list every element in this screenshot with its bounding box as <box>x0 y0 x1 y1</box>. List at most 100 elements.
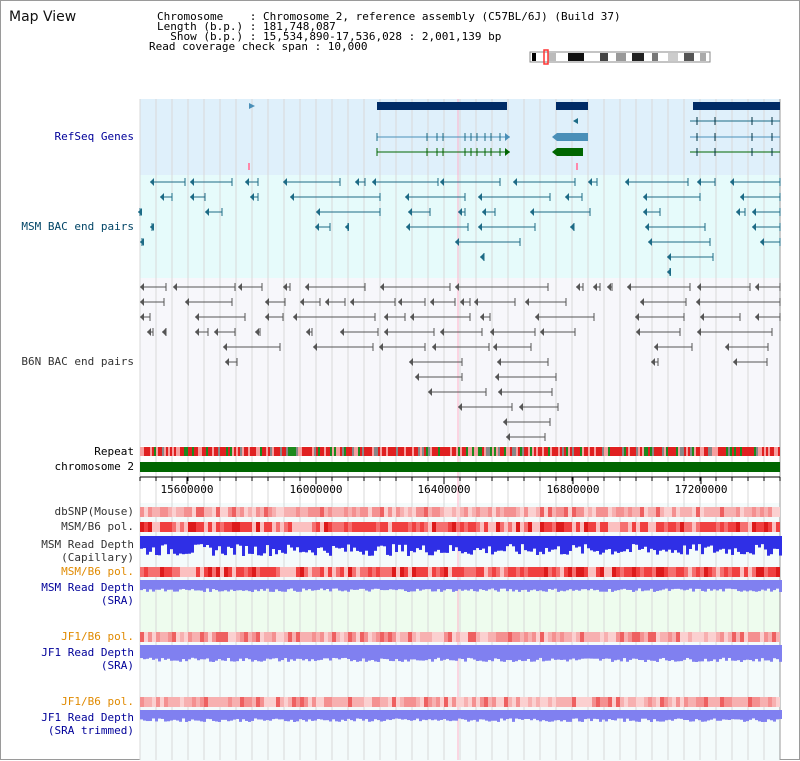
depth-bar <box>404 536 407 545</box>
track-label-chromosome[interactable]: chromosome 2 <box>54 460 134 473</box>
heat-cell <box>668 567 672 577</box>
gene-block <box>693 102 780 110</box>
depth-bar <box>479 710 482 720</box>
heat-cell <box>240 567 244 577</box>
heat-cell <box>748 697 752 707</box>
repeat-segment <box>406 447 408 456</box>
heat-cell <box>176 697 180 707</box>
depth-bar <box>410 645 413 660</box>
track-label-msm-depth-sra[interactable]: MSM Read Depth (SRA) <box>41 581 134 607</box>
depth-bar <box>662 536 665 550</box>
depth-bar <box>404 645 407 660</box>
heat-cell <box>316 632 320 642</box>
depth-bar <box>506 710 509 720</box>
heat-cell <box>196 507 200 517</box>
depth-bar <box>743 580 746 591</box>
bac-end-marker <box>576 283 580 291</box>
heat-cell <box>572 697 576 707</box>
track-label-dbsnp[interactable]: dbSNP(Mouse) <box>54 505 134 518</box>
heat-cell <box>548 567 552 577</box>
heat-cell <box>736 507 740 517</box>
repeat-segment <box>314 447 316 456</box>
heat-cell <box>156 507 160 517</box>
repeat-segment <box>228 447 230 456</box>
depth-bar <box>668 580 671 591</box>
depth-bar <box>374 645 377 662</box>
heat-cell <box>288 632 292 642</box>
heat-cell <box>424 697 428 707</box>
repeat-segment <box>350 447 352 456</box>
repeat-segment <box>674 447 676 456</box>
heat-cell <box>396 697 400 707</box>
heat-cell <box>576 632 580 642</box>
depth-bar <box>491 580 494 589</box>
heat-cell <box>256 632 260 642</box>
depth-bar <box>206 645 209 659</box>
depth-bar <box>668 710 671 720</box>
heat-cell <box>416 697 420 707</box>
track-label-msm-pol[interactable]: MSM/B6 pol. <box>61 520 134 533</box>
heat-cell <box>684 567 688 577</box>
depth-bar <box>686 645 689 658</box>
track-label-msm-pol-sra[interactable]: MSM/B6 pol. <box>61 565 134 578</box>
depth-bar <box>209 536 212 548</box>
depth-bar <box>563 710 566 721</box>
depth-bar <box>383 580 386 591</box>
depth-bar <box>584 645 587 659</box>
track-label-b6n-bac[interactable]: B6N BAC end pairs <box>21 355 134 368</box>
depth-bar <box>593 710 596 719</box>
track-label-jf1-pol-trimmed[interactable]: JF1/B6 pol. <box>61 695 134 708</box>
track-label-jf1-depth-sra[interactable]: JF1 Read Depth (SRA) <box>41 646 134 672</box>
depth-bar <box>755 710 758 721</box>
repeat-segment <box>428 447 430 456</box>
depth-bar <box>698 580 701 589</box>
depth-bar <box>350 710 353 721</box>
heat-cell <box>472 507 476 517</box>
repeat-segment <box>498 447 500 456</box>
heat-cell <box>720 697 724 707</box>
bac-end-marker <box>640 298 644 306</box>
heat-cell <box>292 697 296 707</box>
depth-bar <box>698 645 701 662</box>
repeat-segment <box>256 447 258 456</box>
heat-cell <box>480 697 484 707</box>
bac-end-marker <box>474 298 478 306</box>
depth-bar <box>140 536 143 549</box>
depth-bar <box>554 536 557 550</box>
depth-bar <box>464 580 467 590</box>
repeat-segment <box>770 447 772 456</box>
heat-cell <box>540 697 544 707</box>
depth-bar <box>359 580 362 589</box>
depth-bar <box>188 580 191 591</box>
track-label-jf1-pol[interactable]: JF1/B6 pol. <box>61 630 134 643</box>
heat-cell <box>520 632 524 642</box>
depth-bar <box>419 580 422 591</box>
track-label-jf1-depth-trimmed[interactable]: JF1 Read Depth (SRA trimmed) <box>41 711 134 737</box>
heat-cell <box>632 697 636 707</box>
track-label-refseq[interactable]: RefSeq Genes <box>54 130 134 143</box>
track-label-msm-bac[interactable]: MSM BAC end pairs <box>21 220 134 233</box>
repeat-segment <box>238 447 240 456</box>
heat-cell <box>584 632 588 642</box>
bac-end-marker <box>316 208 320 216</box>
heat-cell <box>324 522 328 532</box>
depth-bar <box>512 645 515 662</box>
depth-bar <box>365 645 368 662</box>
heat-cell <box>724 507 728 517</box>
heat-cell <box>664 632 668 642</box>
depth-bar <box>191 645 194 658</box>
track-label-repeat[interactable]: Repeat <box>94 445 134 458</box>
depth-bar <box>416 710 419 719</box>
heat-cell <box>328 697 332 707</box>
track-label-msm-depth-capillary[interactable]: MSM Read Depth (Capillary) <box>41 538 134 564</box>
depth-bar <box>620 536 623 552</box>
depth-bar <box>401 536 404 552</box>
depth-bar <box>287 710 290 722</box>
depth-bar <box>770 536 773 555</box>
depth-bar <box>737 580 740 592</box>
heat-cell <box>496 507 500 517</box>
heat-cell <box>264 567 268 577</box>
repeat-segment <box>348 447 350 456</box>
depth-bar <box>779 536 782 556</box>
